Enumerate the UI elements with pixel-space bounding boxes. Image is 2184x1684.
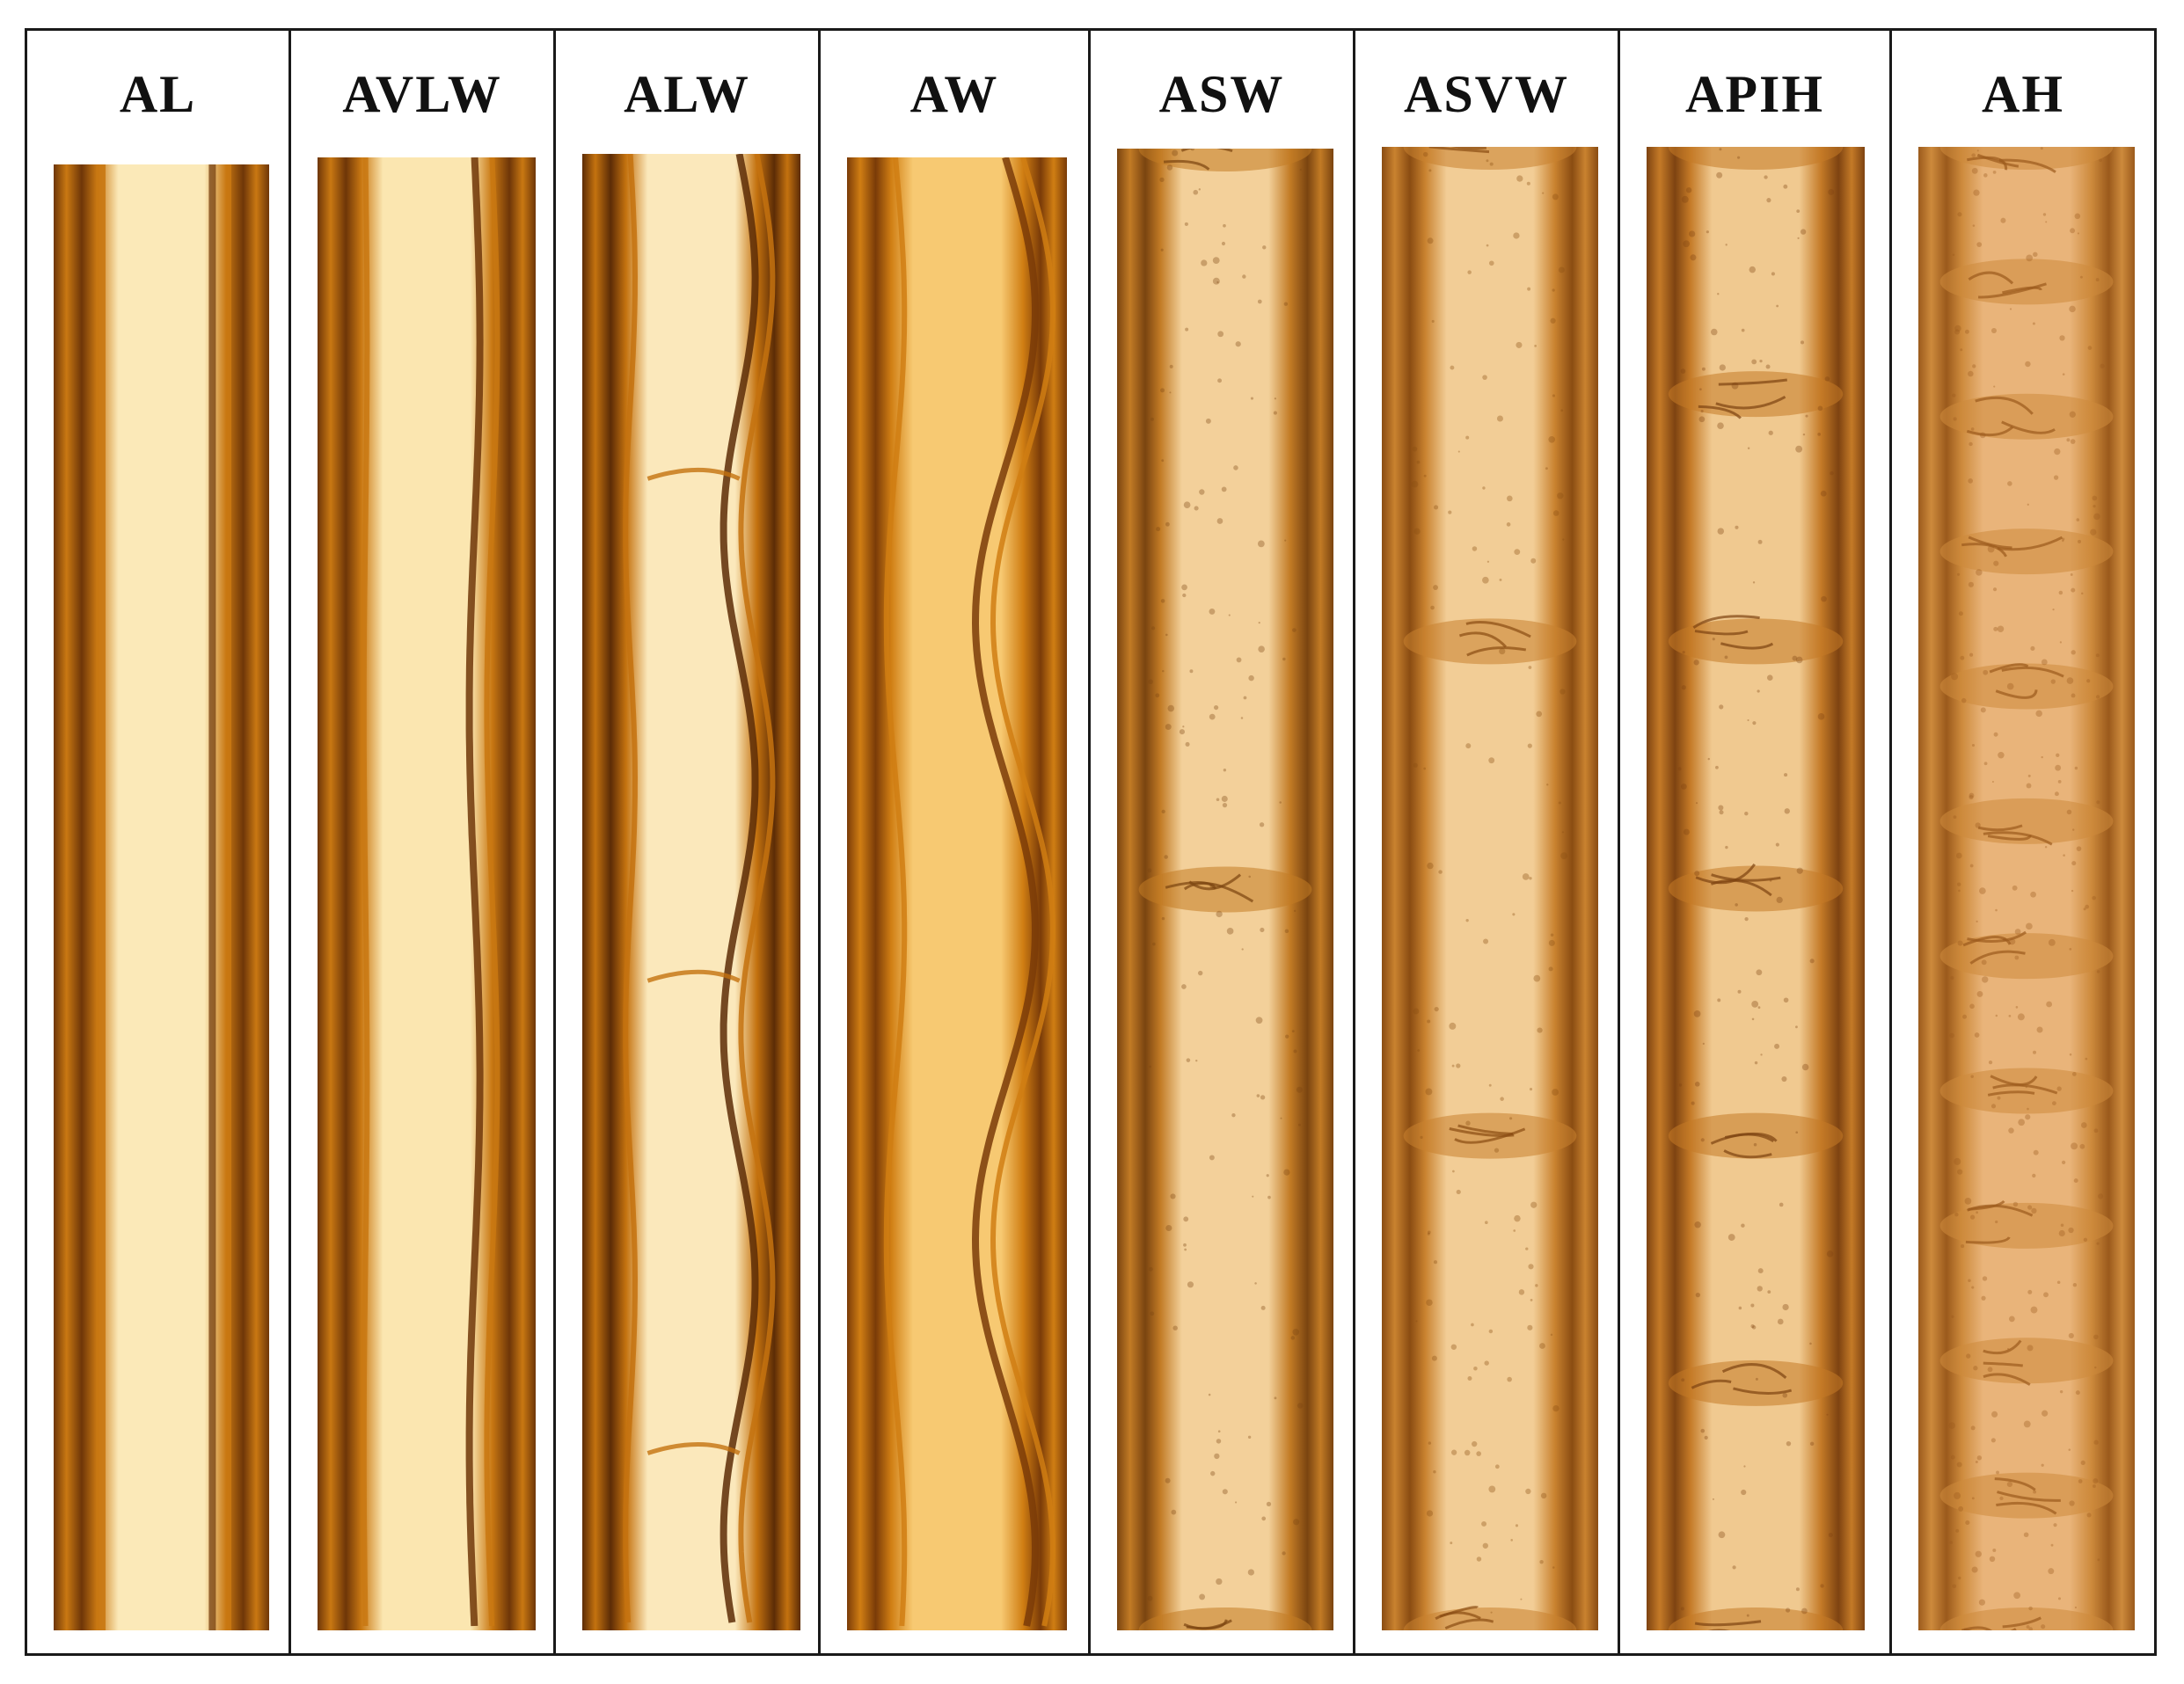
panel-label: AW xyxy=(909,65,999,123)
tube-svg xyxy=(582,154,800,1630)
figure-frame: AL AVLW ALW AW ASW ASVW APIH AH xyxy=(25,28,2157,1656)
panel-ah: AH xyxy=(1892,31,2154,1653)
tube-image-asvw xyxy=(1382,147,1598,1630)
panel-aw: AW xyxy=(821,31,1091,1653)
tube-svg xyxy=(847,157,1067,1630)
tube-svg xyxy=(1117,149,1333,1630)
panel-label: AH xyxy=(1982,65,2064,123)
tube-image-alw xyxy=(582,154,800,1630)
panel-avlw: AVLW xyxy=(291,31,556,1653)
panel-label: APIH xyxy=(1685,65,1824,123)
tube-image-asw xyxy=(1117,149,1333,1630)
tube-image-avlw xyxy=(318,157,536,1630)
panel-asvw: ASVW xyxy=(1355,31,1620,1653)
tube-svg xyxy=(54,164,269,1630)
tube-svg xyxy=(1918,147,2135,1630)
tube-svg xyxy=(318,157,536,1630)
tube-svg xyxy=(1647,147,1865,1630)
panel-label: AVLW xyxy=(342,65,502,123)
panel-label: ASW xyxy=(1158,65,1285,123)
tube-image-ah xyxy=(1918,147,2135,1630)
panel-alw: ALW xyxy=(556,31,821,1653)
tube-image-al xyxy=(54,164,269,1630)
tube-svg xyxy=(1382,147,1598,1630)
tube-image-apih xyxy=(1647,147,1865,1630)
panel-al: AL xyxy=(27,31,291,1653)
panel-apih: APIH xyxy=(1620,31,1892,1653)
panel-asw: ASW xyxy=(1091,31,1355,1653)
tube-image-aw xyxy=(847,157,1067,1630)
panel-label: ALW xyxy=(624,65,750,123)
panel-label: ASVW xyxy=(1403,65,1570,123)
panel-label: AL xyxy=(119,65,197,123)
